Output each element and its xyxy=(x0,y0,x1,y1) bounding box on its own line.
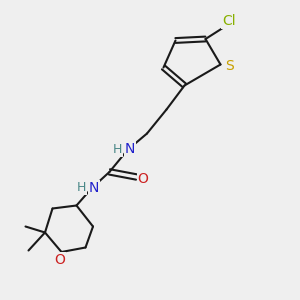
Text: O: O xyxy=(138,172,148,186)
Text: H: H xyxy=(77,181,87,194)
Text: O: O xyxy=(55,253,65,267)
Text: N: N xyxy=(125,142,135,156)
Text: H: H xyxy=(113,143,123,156)
Text: Cl: Cl xyxy=(222,14,236,28)
Text: S: S xyxy=(225,59,234,73)
Text: N: N xyxy=(89,181,99,195)
